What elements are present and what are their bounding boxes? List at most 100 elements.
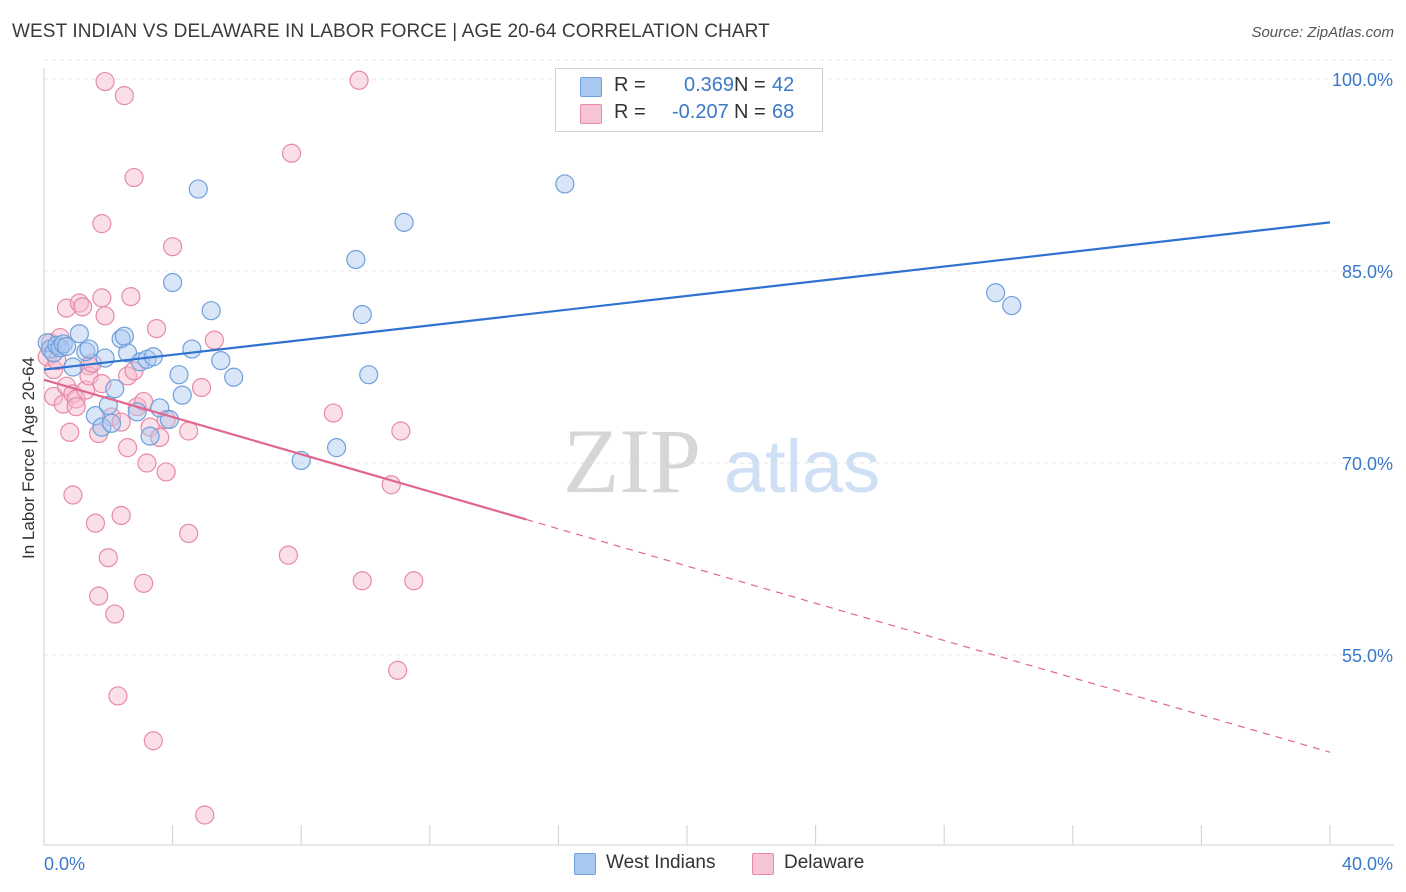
watermark-atlas: atlas	[724, 425, 880, 508]
west-indians-point	[47, 335, 67, 355]
delaware-point	[121, 287, 141, 307]
delaware-point	[89, 586, 109, 606]
delaware-point	[92, 288, 112, 308]
west-indians-point	[326, 438, 347, 458]
west-indians-point	[114, 326, 134, 346]
delaware-points	[37, 70, 424, 825]
delaware-point	[114, 86, 134, 106]
west-indians-point	[163, 272, 183, 293]
delaware-point	[388, 660, 408, 680]
delaware-point	[98, 548, 118, 568]
r-value-pink: -0.207	[672, 101, 729, 123]
n-value-blue: 42	[772, 74, 795, 96]
delaware-point	[323, 403, 343, 423]
n-value-pink: 68	[772, 101, 795, 123]
y-axis-label: In Labor Force | Age 20-64	[19, 357, 38, 559]
delaware-point	[111, 505, 131, 526]
delaware-point	[404, 571, 424, 591]
delaware-point	[124, 167, 144, 188]
y-tick-label: 85.0%	[1342, 262, 1393, 282]
west-indians-point	[211, 351, 231, 371]
source-label: Source: ZipAtlas.com	[1251, 24, 1394, 41]
delaware-point	[163, 237, 183, 257]
delaware-point	[381, 475, 401, 495]
west-indians-point	[111, 329, 131, 349]
y-tick-label: 55.0%	[1342, 646, 1393, 666]
delaware-point	[111, 412, 131, 432]
west-indians-point	[188, 179, 208, 199]
delaware-point	[134, 573, 154, 593]
x-tick-label: 0.0%	[44, 854, 85, 874]
delaware-point	[195, 805, 215, 825]
delaware-point	[95, 306, 115, 326]
y-tick-label: 70.0%	[1342, 454, 1393, 474]
delaware-trendline-extrapolated	[526, 518, 1331, 753]
west-indians-point	[394, 212, 414, 232]
delaware-point	[117, 366, 138, 386]
delaware-point	[92, 374, 112, 394]
correlation-legend: R = 0.369 N = 42 R = -0.207 N = 68	[555, 68, 823, 132]
west-indians-point	[359, 365, 379, 385]
west-indians-point	[169, 365, 189, 385]
west-indians-point	[172, 385, 192, 405]
delaware-point	[105, 604, 125, 624]
delaware-point	[146, 319, 167, 339]
west-indians-point	[56, 336, 77, 357]
delaware-point	[72, 297, 93, 317]
blue-swatch	[580, 77, 602, 97]
delaware-swatch	[752, 853, 774, 875]
delaware-point	[349, 70, 369, 90]
delaware-point	[60, 422, 80, 442]
delaware-point	[150, 427, 170, 447]
gridlines	[44, 59, 1394, 656]
tick-labels: 55.0% 70.0% 85.0% 100.0% 0.0% 40.0%	[44, 70, 1393, 874]
west-indians-trendline	[43, 221, 1331, 371]
west-indians-point	[92, 417, 112, 437]
delaware-point	[179, 523, 199, 544]
r-value-blue: 0.369	[684, 74, 735, 96]
west-indians-point	[346, 249, 366, 270]
delaware-point	[66, 397, 86, 417]
delaware-point	[108, 686, 128, 706]
y-tick-label: 100.0%	[1332, 70, 1393, 90]
west-indians-point	[140, 426, 160, 446]
delaware-trendline	[43, 378, 527, 521]
delaware-point	[204, 330, 224, 350]
n-label: N =	[734, 101, 766, 123]
delaware-point	[137, 453, 157, 473]
delaware-point	[352, 571, 372, 591]
watermark: ZIP atlas	[563, 410, 880, 512]
delaware-point	[101, 407, 122, 427]
west-indians-point	[85, 406, 106, 426]
west-indians-point	[53, 334, 73, 354]
delaware-point	[156, 462, 176, 482]
watermark-zip: ZIP	[563, 410, 701, 512]
delaware-point	[191, 377, 212, 398]
delaware-point	[63, 485, 83, 505]
west-indians-point	[69, 324, 89, 344]
delaware-point	[56, 298, 77, 318]
west-indians-point	[555, 174, 575, 194]
r-label: R =	[614, 74, 646, 96]
west-indians-point	[105, 379, 125, 399]
delaware-point	[281, 143, 302, 163]
delaware-point	[95, 71, 115, 92]
delaware-point	[278, 545, 298, 565]
delaware-label: Delaware	[784, 852, 865, 873]
delaware-point	[117, 438, 138, 458]
delaware-point	[92, 214, 112, 234]
west-indians-point	[76, 342, 96, 362]
west-indians-point	[182, 339, 202, 359]
x-tick-label: 40.0%	[1342, 854, 1393, 874]
delaware-point	[143, 731, 163, 751]
west-indians-swatch	[574, 853, 596, 875]
pink-swatch	[580, 104, 602, 124]
west-indians-point	[224, 367, 244, 387]
west-indians-point	[986, 283, 1006, 303]
west-indians-label: West Indians	[606, 852, 716, 873]
west-indians-point	[201, 301, 221, 321]
chart-title: WEST INDIAN VS DELAWARE IN LABOR FORCE |…	[12, 21, 770, 42]
delaware-point	[179, 421, 199, 441]
trend-lines	[43, 221, 1331, 753]
